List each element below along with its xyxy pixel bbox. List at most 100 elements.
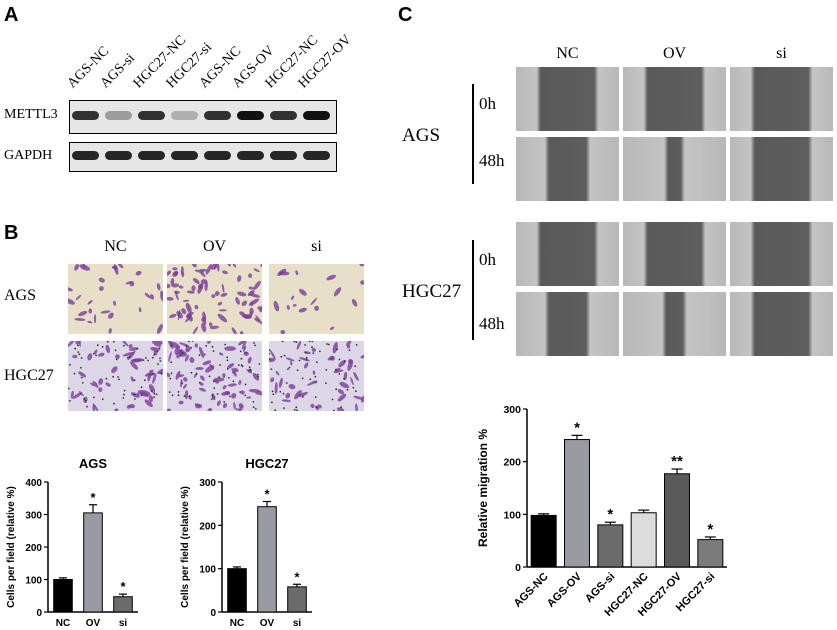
wound-image: [623, 137, 726, 201]
wound-ags-time-48h: 48h: [479, 151, 505, 170]
wound-image: [730, 67, 833, 131]
chart-title: HGC27: [245, 456, 288, 471]
bar: [697, 539, 724, 568]
blot-band: [138, 111, 165, 120]
y-tick-label: 200: [503, 457, 521, 469]
bar: [113, 596, 133, 613]
panel-a-letter: A: [4, 4, 19, 26]
significance-mark: *: [574, 419, 580, 436]
chart-hgc27: 0 100 200 300 HGC27 Cells per field (relative…: [180, 456, 312, 629]
bar: [564, 439, 590, 568]
y-axis-label: Cells per field (relative %): [6, 486, 17, 608]
wound-col-ov: OV: [662, 45, 687, 62]
bar: [257, 506, 277, 613]
wound-image: [516, 67, 619, 131]
blot-label-mettl3: METTL3: [4, 107, 58, 122]
significance-mark: *: [120, 579, 126, 594]
wound-image: [730, 292, 833, 356]
wound-col-nc: NC: [556, 45, 579, 62]
bar: [664, 473, 690, 568]
wound-image: [623, 292, 726, 356]
significance-mark: *: [607, 506, 613, 523]
blot-band: [237, 111, 264, 120]
x-tick-label: si: [293, 618, 302, 629]
significance-mark: *: [707, 521, 713, 538]
bar: [227, 568, 247, 613]
wound-hgc27-time-0h: 0h: [479, 250, 496, 269]
y-tick-label: 200: [25, 543, 42, 554]
transwell-row-ags: AGS: [4, 287, 37, 304]
x-tick-label: AGS-OV: [545, 570, 585, 610]
significance-mark: *: [90, 490, 96, 505]
blot-band: [105, 151, 132, 160]
wound-group-ags: AGS: [402, 125, 441, 146]
y-tick-label: 400: [25, 478, 42, 489]
y-tick-label: 300: [199, 478, 216, 489]
y-tick-label: 0: [515, 562, 521, 574]
transwell-image: [68, 341, 163, 411]
x-tick-label: OV: [260, 618, 275, 629]
blot-band: [171, 151, 198, 160]
panel-c-letter: C: [398, 4, 413, 26]
wound-hgc27-time-48h: 48h: [479, 314, 505, 333]
wound-col-si: si: [776, 45, 787, 62]
bar: [530, 514, 557, 568]
transwell-col-si: si: [311, 238, 322, 255]
bar: [287, 586, 307, 613]
wound-image: [730, 137, 833, 201]
wound-image: [623, 222, 726, 286]
wound-image: [516, 137, 619, 201]
significance-mark: *: [294, 569, 300, 584]
blot-band: [105, 111, 132, 120]
y-tick-label: 0: [36, 608, 42, 619]
chart-migration: 0 100 200 300 Relative migration % AGS-NC * AGS…: [476, 404, 727, 619]
y-tick-label: 100: [199, 565, 216, 576]
x-tick-label: si: [119, 618, 128, 629]
blot-band: [303, 151, 330, 160]
y-tick-label: 100: [503, 509, 521, 521]
transwell-image: [68, 264, 163, 334]
blot-band: [204, 111, 231, 120]
chart-b-area: 0 100 200 300 400 AGS Cells per field (relativ…: [6, 456, 312, 629]
significance-mark: **: [671, 453, 683, 470]
wound-image: [516, 222, 619, 286]
blot-band: [138, 151, 165, 160]
transwell-image: [167, 341, 262, 411]
blot-band: [72, 111, 99, 120]
wound-image: [730, 222, 833, 286]
wound-image: [516, 292, 619, 356]
blot-label-gapdh: GAPDH: [4, 148, 53, 163]
wound-group-hgc27: HGC27: [402, 281, 462, 302]
chart-ags: 0 100 200 300 400 AGS Cells per field (relativ…: [6, 456, 138, 629]
y-axis-label: Cells per field (relative %): [180, 486, 191, 608]
wound-image: [623, 67, 726, 131]
x-tick-label: AGS-NC: [512, 571, 551, 610]
wound-hgc27-bracket: [472, 240, 474, 340]
significance-mark: *: [264, 487, 270, 502]
transwell-col-nc: NC: [104, 238, 127, 255]
y-axis-label: Relative migration %: [476, 429, 490, 547]
y-tick-label: 200: [199, 521, 216, 532]
y-tick-label: 300: [25, 511, 42, 522]
transwell-image: [167, 264, 262, 334]
panel-b-letter: B: [4, 222, 19, 244]
bar: [597, 524, 624, 568]
blot-band: [237, 151, 264, 160]
transwell-image: [269, 264, 364, 334]
blot-band: [270, 151, 297, 160]
blot-band: [72, 151, 99, 160]
blot-band: [204, 151, 231, 160]
bar: [630, 512, 657, 568]
x-tick-label: NC: [56, 618, 70, 629]
blot-band: [303, 111, 330, 120]
blot-band: [171, 111, 198, 120]
bar: [53, 579, 73, 613]
transwell-image: [269, 341, 364, 411]
transwell-row-hgc27: HGC27: [4, 367, 54, 384]
y-tick-label: 300: [503, 404, 521, 416]
wound-ags-bracket: [472, 84, 474, 184]
y-tick-label: 0: [210, 608, 216, 619]
chart-title: AGS: [79, 456, 108, 471]
mettl3-blot: [69, 100, 337, 134]
x-tick-label: NC: [230, 618, 244, 629]
